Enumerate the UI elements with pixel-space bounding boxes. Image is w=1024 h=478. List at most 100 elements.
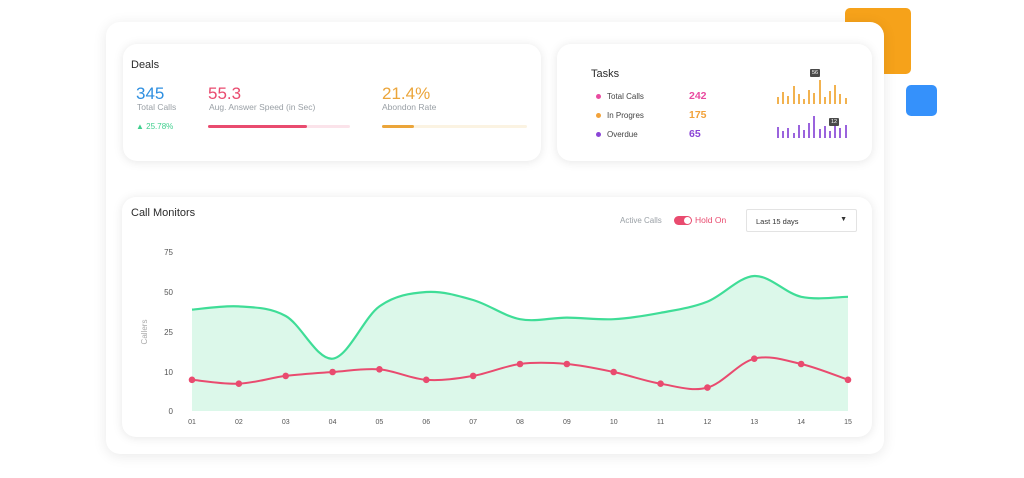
y-tick-label: 10: [164, 368, 173, 377]
hold-on-point: [657, 380, 664, 388]
hold-on-point: [235, 380, 243, 388]
answer-speed-label: Aug. Answer Speed (in Sec): [209, 102, 316, 112]
x-tick-label: 14: [797, 419, 805, 426]
toggle-knob: [684, 217, 691, 224]
hold-on-point: [188, 376, 196, 384]
task-value-total-calls: 242: [689, 90, 707, 102]
sparkline-bar: [777, 127, 779, 138]
total-calls-change-text: 25.78%: [146, 122, 174, 131]
sparkline-bar: [839, 94, 842, 104]
x-tick-label: 05: [376, 419, 384, 426]
x-tick-label: 06: [422, 419, 430, 426]
hold-on-point: [516, 360, 524, 368]
sparkline-bar: [803, 130, 805, 138]
sparkline-bar: [782, 92, 785, 104]
task-label-overdue: Overdue: [607, 130, 638, 139]
x-tick-label: 01: [188, 419, 196, 426]
sparkline-bar: [839, 128, 842, 138]
date-range-value: Last 15 days: [756, 217, 799, 226]
series-toggle[interactable]: [674, 216, 692, 225]
active-calls-area: [192, 275, 848, 411]
hold-on-point: [563, 360, 571, 368]
sparkline-bar: [777, 96, 779, 104]
y-axis-label: Callers: [140, 320, 149, 345]
active-calls-line: [191, 274, 849, 360]
sparkline-top-badge: 56: [810, 69, 821, 77]
abandon-rate-value: 21.4%: [382, 84, 431, 103]
x-tick-label: 10: [610, 419, 618, 426]
abandon-rate-track: [382, 125, 527, 128]
legend-hold-on[interactable]: Hold On: [695, 215, 727, 225]
x-tick-label: 08: [516, 419, 524, 426]
sparkline-bar: [792, 132, 795, 138]
sparkline-bar: [808, 122, 811, 138]
sparkline-bar: [813, 93, 816, 104]
sparkline-bar: [844, 124, 847, 138]
hold-on-point: [282, 372, 290, 380]
x-tick-label: 07: [469, 419, 477, 426]
total-calls-dot: [596, 94, 601, 99]
date-range-select[interactable]: Last 15 days ▼: [746, 209, 857, 232]
y-tick-label: 50: [164, 288, 173, 297]
task-value-in-progress: 175: [689, 109, 707, 121]
x-tick-label: 09: [563, 419, 571, 426]
y-tick-label: 75: [164, 248, 173, 257]
hold-on-point: [704, 384, 711, 391]
x-tick-label: 15: [844, 419, 852, 426]
sparkline-bar: [797, 94, 800, 104]
sparkline-bar: [787, 95, 790, 104]
total-calls-value: 345: [136, 84, 165, 103]
sparkline-bar: [823, 96, 826, 104]
x-tick-label: 03: [282, 419, 290, 426]
decorative-blue-square: [906, 85, 937, 116]
y-tick-label: 0: [169, 407, 174, 416]
sparkline-bar: [782, 131, 785, 138]
hold-on-point: [844, 376, 852, 384]
abandon-rate-progress: [382, 125, 414, 128]
sparkline-bottom-badge: 12: [829, 118, 840, 126]
sparkline-bar: [823, 125, 826, 138]
hold-on-point: [610, 368, 618, 376]
x-tick-label: 11: [657, 419, 664, 426]
caret-down-icon: ▼: [840, 216, 847, 223]
x-tick-label: 12: [704, 419, 712, 426]
task-label-total-calls: Total Calls: [607, 92, 644, 101]
sparkline-bar: [834, 119, 837, 138]
abandon-rate-label: Abondon Rate: [382, 102, 437, 112]
deals-card: [123, 44, 541, 161]
deals-title: Deals: [131, 59, 160, 71]
total-calls-label: Total Calls: [137, 102, 177, 112]
sparkline-bar: [834, 84, 837, 104]
overdue-dot: [596, 132, 601, 137]
hold-on-point: [750, 355, 758, 362]
answer-speed-value: 55.3: [208, 84, 242, 103]
call-monitors-title: Call Monitors: [131, 207, 196, 219]
sparkline-bar: [844, 98, 847, 104]
in-progress-dot: [596, 113, 601, 118]
sparkline-bar: [787, 128, 790, 138]
hold-on-point: [797, 360, 805, 368]
sparkline-bar: [803, 99, 805, 104]
sparkline-bar: [808, 89, 811, 104]
answer-speed-progress: [208, 125, 308, 128]
arrow-up-icon: ▲: [136, 122, 144, 131]
sparkline-bar: [829, 90, 831, 104]
hold-on-point: [329, 368, 336, 376]
total-calls-change: ▲ 25.78%: [136, 122, 173, 131]
x-tick-label: 02: [235, 419, 243, 426]
sparkline-bar: [818, 80, 821, 104]
y-tick-label: 25: [164, 328, 173, 337]
hold-on-point: [422, 376, 430, 384]
x-tick-label: 13: [750, 419, 758, 426]
sparkline-bar: [797, 124, 800, 138]
hold-on-point: [376, 366, 383, 373]
sparkline-bar: [829, 131, 831, 138]
task-label-in-progress: In Progres: [607, 111, 644, 120]
sparkline-bar: [792, 86, 795, 104]
hold-on-point: [469, 372, 477, 380]
task-value-overdue: 65: [689, 128, 701, 140]
sparkline-bar: [818, 129, 821, 138]
legend-active-calls[interactable]: Active Calls: [620, 216, 662, 225]
sparkline-bar: [813, 116, 816, 138]
